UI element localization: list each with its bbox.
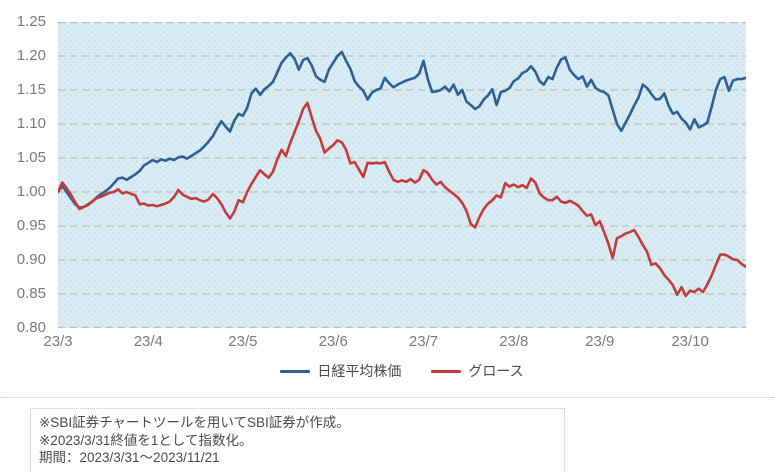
footnote-indexing: ※2023/3/31終値を1として指数化。 bbox=[39, 432, 253, 448]
x-axis-label: 23/6 bbox=[318, 333, 348, 350]
y-axis-label: 1.25 bbox=[16, 13, 46, 30]
legend: 日経平均株価 グロース bbox=[58, 361, 746, 381]
legend-label-nikkei: 日経平均株価 bbox=[317, 363, 402, 379]
y-axis-label: 0.90 bbox=[16, 251, 46, 268]
legend-label-growth: グロース bbox=[468, 363, 524, 379]
legend-item-growth: グロース bbox=[431, 361, 524, 381]
y-axis-label: 1.10 bbox=[16, 115, 46, 132]
footnote-box: ※SBI証券チャートツールを用いてSBI証券が作成。 ※2023/3/31終値を… bbox=[30, 408, 565, 472]
x-axis-label: 23/4 bbox=[133, 333, 163, 350]
plot-area bbox=[56, 22, 748, 328]
y-axis-label: 1.00 bbox=[16, 183, 46, 200]
x-axis-label: 23/7 bbox=[408, 333, 439, 350]
x-axis-label: 23/10 bbox=[671, 333, 709, 350]
plot-svg bbox=[56, 22, 748, 328]
y-axis-label: 1.05 bbox=[16, 149, 46, 166]
series-line-nikkei bbox=[56, 50, 748, 209]
separator-line bbox=[0, 397, 774, 398]
x-axis-label: 23/5 bbox=[228, 333, 258, 350]
growth-line-swatch-icon bbox=[431, 369, 462, 373]
y-axis-label: 1.20 bbox=[16, 47, 46, 64]
nikkei-line-swatch-icon bbox=[280, 369, 311, 373]
y-axis-label: 0.80 bbox=[16, 319, 46, 336]
y-axis-label: 1.15 bbox=[16, 81, 46, 98]
x-axis-label: 23/3 bbox=[43, 333, 73, 350]
legend-item-nikkei: 日経平均株価 bbox=[280, 361, 401, 381]
x-axis-label: 23/9 bbox=[585, 333, 615, 350]
y-axis-label: 0.85 bbox=[16, 285, 46, 302]
plot-dot-texture bbox=[58, 22, 746, 328]
x-axis-label: 23/8 bbox=[499, 333, 529, 350]
series-line-growth bbox=[56, 101, 748, 298]
footnote-period: 期間：2023/3/31～2023/11/21 bbox=[39, 450, 220, 465]
footnote-source: ※SBI証券チャートツールを用いてSBI証券が作成。 bbox=[39, 415, 350, 430]
y-axis-label: 0.95 bbox=[16, 217, 46, 234]
